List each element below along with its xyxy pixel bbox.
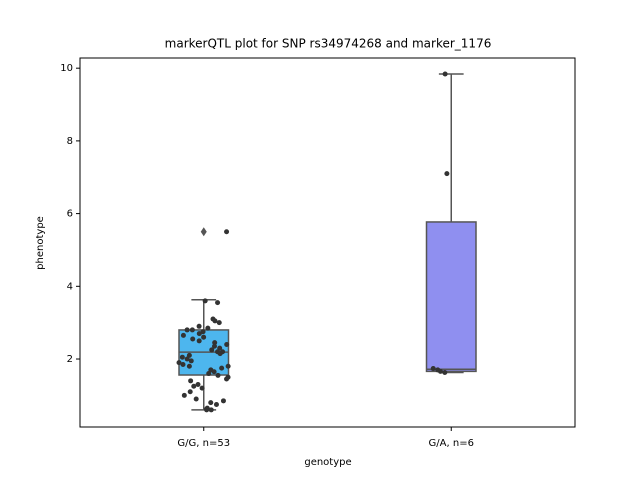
strip-point [188,358,194,364]
strip-point [193,396,199,402]
strip-point [184,356,190,362]
strip-point [442,71,448,77]
x-tick-label: G/G, n=53 [177,438,230,449]
strip-point [208,407,214,413]
strip-point [184,327,190,333]
strip-point [206,371,212,377]
strip-point [180,361,186,367]
strip-point [179,354,185,360]
box [425,221,477,373]
strip-point [213,401,219,407]
flier [200,227,207,237]
strip-point [212,318,218,324]
strip-point [216,320,222,326]
strip-point [215,300,221,306]
strip-point [217,345,223,351]
strip-point [205,325,211,331]
strip-point [200,329,206,335]
chart-title: markerQTL plot for SNP rs34974268 and ma… [165,37,492,51]
strip-point [215,372,221,378]
y-tick-label: 6 [67,209,73,220]
strip-point [435,367,441,373]
strip-point [186,363,192,369]
strip-point [196,338,202,344]
strip-point [211,369,217,375]
strip-point [201,334,207,340]
strip-point [188,378,194,384]
strip-point [199,385,205,391]
strip-point [220,398,226,404]
x-axis-label: genotype [304,457,351,468]
plot-frame [79,57,576,428]
strip-point [189,327,195,333]
strip-point [224,341,230,347]
strip-point [212,340,218,346]
strip-point [209,347,215,353]
strip-point [224,376,230,382]
strip-point [224,229,230,235]
strip-point [181,392,187,398]
x-tick-label: G/A, n=6 [429,438,474,449]
strip-point [196,331,202,337]
strip-point [187,389,193,395]
strip-point [211,343,217,349]
y-axis-label: phenotype [35,216,46,270]
strip-point [442,369,448,375]
strip-point [444,171,450,177]
y-tick-label: 4 [67,281,73,292]
strip-point [190,336,196,342]
strip-point [196,323,202,329]
y-tick-label: 10 [60,63,73,74]
strip-point [219,365,225,371]
strip-point [217,351,223,357]
y-tick-label: 8 [67,136,73,147]
strip-point [204,407,210,413]
strip-point [180,332,186,338]
strip-point [191,383,197,389]
strip-point [430,365,436,371]
y-tick-label: 2 [67,354,73,365]
strip-point [208,400,214,406]
strip-point [225,363,231,369]
strip-point [195,381,201,387]
strip-point [186,352,192,358]
strip-point [202,298,208,304]
strip-point [176,360,182,366]
